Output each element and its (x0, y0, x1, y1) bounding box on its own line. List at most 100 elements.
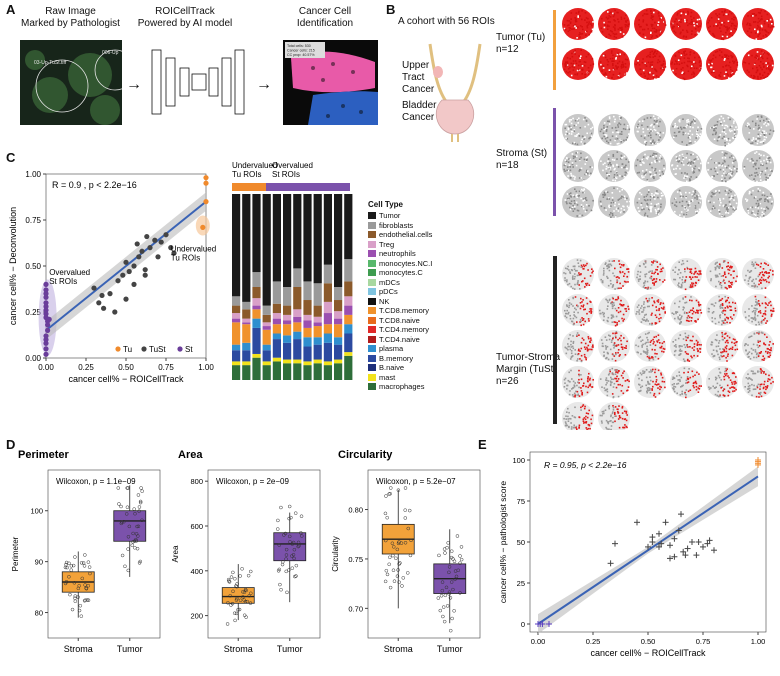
roi-cell (622, 66, 624, 68)
roi-cell (754, 152, 756, 154)
roi-cell (648, 208, 650, 210)
step-model-label: ROICellTrack Powered by AI model (137, 6, 233, 29)
roi-cell (757, 31, 759, 34)
roi-cell (656, 131, 659, 134)
roi-cell (736, 61, 739, 64)
roi-cell (719, 265, 721, 268)
legend-item: plasma (368, 344, 432, 354)
roi-cell (601, 137, 603, 140)
roi-cell (625, 345, 627, 347)
roi-cell (647, 341, 649, 344)
roi-cell (654, 192, 657, 194)
jitter-point (441, 614, 445, 619)
roi-cell (612, 64, 614, 67)
roi-cell (620, 155, 623, 157)
roi-cell (614, 29, 616, 31)
roi-cell (718, 356, 721, 359)
roi-cell (753, 162, 756, 165)
roi-cell (723, 131, 726, 133)
roi-cell (573, 64, 576, 67)
legend-label: T.CD8.naive (379, 315, 420, 325)
roi-cell (613, 13, 616, 15)
roi-cell (576, 259, 579, 261)
roi-cell (580, 152, 582, 155)
roi-cell (726, 166, 728, 169)
roi-cell (574, 53, 576, 55)
roi-cell (573, 178, 576, 180)
roi-cell (682, 133, 685, 136)
roi-cell (689, 53, 691, 56)
roi-cell (600, 420, 603, 422)
roi-cell (747, 388, 749, 390)
roi-cell (617, 126, 620, 128)
roi-cell (751, 379, 753, 381)
roi-cell (711, 320, 714, 323)
roi-cell (760, 391, 762, 394)
roi-cell (711, 71, 713, 74)
roi-cell (700, 65, 702, 67)
roi-cell (646, 300, 649, 302)
roi-cell (646, 288, 649, 290)
overvalued-label: Overvalued (49, 268, 90, 277)
roi-cell (606, 345, 609, 348)
roi-cell (612, 12, 614, 15)
roi-cell (583, 64, 586, 67)
roi-cell (766, 13, 769, 16)
roi-cell (578, 373, 580, 376)
roi-cell (604, 409, 607, 411)
roi-cell (673, 136, 675, 138)
roi-cell (580, 63, 583, 66)
roi-cell (572, 25, 575, 27)
roi-cell (566, 133, 569, 135)
roi-cell (762, 355, 764, 357)
roi-cell (615, 276, 618, 279)
jitter-point (237, 607, 242, 612)
legend-item: neutrophils (368, 249, 432, 259)
roi-cell (771, 26, 774, 28)
roi-cell (615, 332, 618, 334)
roi-cell (568, 371, 570, 374)
roi-cell (736, 128, 739, 131)
roi-cell (673, 30, 675, 32)
bar-segment-plasma (262, 344, 271, 351)
roi-cell (677, 316, 679, 318)
roi-cell (694, 284, 697, 287)
roi-disc (742, 48, 774, 80)
roi-cell (612, 201, 615, 204)
bar-segment-mast (313, 359, 322, 364)
roi-cell (727, 212, 730, 214)
roi-cell (613, 382, 616, 385)
roi-cell (759, 18, 762, 21)
bar-segment-macrophages (252, 357, 261, 380)
roi-cell (690, 33, 693, 35)
roi-cell (723, 350, 726, 353)
roi-cell (754, 349, 757, 351)
roi-cell (679, 318, 681, 321)
roi-cell (728, 285, 730, 287)
roi-cell (697, 387, 700, 389)
roi-cell (700, 344, 702, 346)
roi-cell (607, 358, 610, 361)
celltype-legend: Tumor fibroblasts endothelial.cells Treg neu… (368, 211, 432, 392)
roi-cell (720, 354, 722, 357)
roi-cell (569, 418, 572, 420)
roi-cell (616, 143, 619, 145)
roi-cell (767, 277, 769, 279)
roi-cell (650, 207, 652, 209)
roi-cell (624, 418, 627, 420)
roi-cell (607, 263, 610, 266)
bar-segment-macrophages (293, 363, 302, 380)
roi-cell (681, 141, 683, 143)
roi-cell (735, 69, 738, 71)
roi-cell (693, 17, 695, 19)
roi-cell (605, 177, 608, 179)
roi-cell (724, 190, 727, 192)
roi-cell (650, 30, 652, 32)
roi-cell (765, 136, 768, 139)
roi-cell (720, 164, 723, 166)
roi-cell (759, 27, 761, 29)
roi-cell (761, 211, 764, 214)
roi-cell (756, 385, 758, 387)
jitter-point (227, 580, 232, 584)
roi-cell (684, 332, 687, 335)
